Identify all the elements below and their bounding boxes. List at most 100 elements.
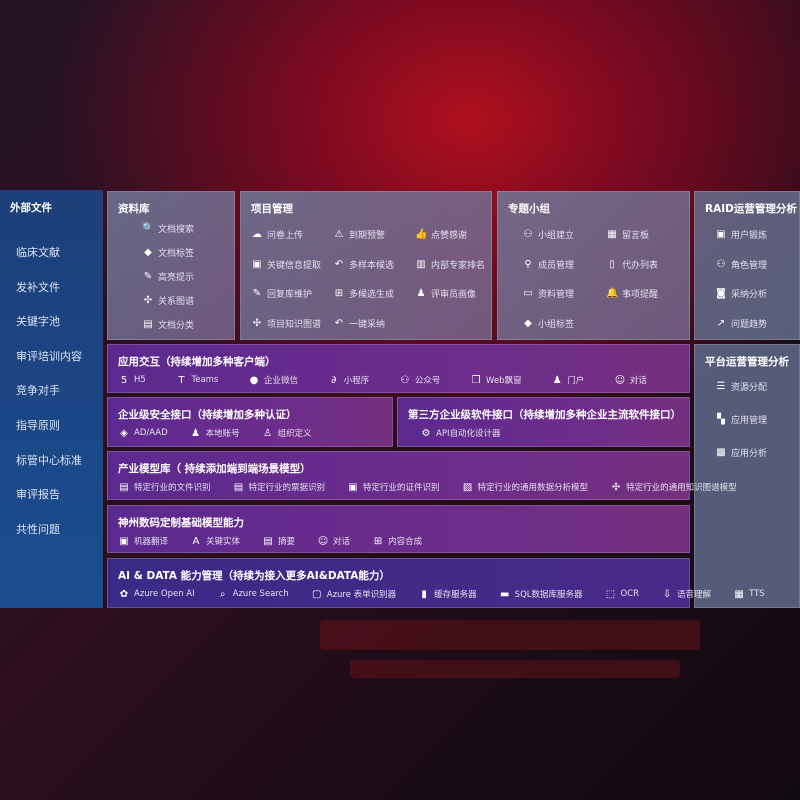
official-account-icon: ⚇ xyxy=(400,374,410,386)
group-item[interactable]: ◆ 小组标签 xyxy=(522,317,574,330)
raid-item[interactable]: ▣ 用户锻炼 xyxy=(715,228,767,241)
interaction-item-label: 对话 xyxy=(629,376,647,386)
aidata-item-label: 语音理解 xyxy=(677,590,712,600)
aidata-item[interactable]: ▮ 缓存服务器 xyxy=(418,588,476,601)
aidata-panel: AI & DATA 能力管理（持续为接入更多AI&DATA能力） ✿ Azure … xyxy=(107,558,765,608)
interaction-item-label: 小程序 xyxy=(343,376,370,386)
sidebar-item[interactable]: 审评培训内容 xyxy=(16,349,82,363)
raid-item[interactable]: ◙ 采纳分析 xyxy=(715,287,767,300)
interaction-item-label: H5 xyxy=(134,375,146,385)
sidebar-item[interactable]: 指导原则 xyxy=(16,419,60,432)
thirdparty-item[interactable]: ⚙ API自动化设计器 xyxy=(420,427,501,440)
library-item-label: 文档搜索 xyxy=(158,225,195,235)
platform-item[interactable]: ▩ 应用分析 xyxy=(715,446,767,459)
aidata-item[interactable]: ▦ TTS xyxy=(733,588,764,600)
platform-item-label: 资源分配 xyxy=(731,383,768,393)
interaction-item[interactable]: ☺ 对话 xyxy=(614,374,647,387)
group-item-label: 事项提醒 xyxy=(622,290,659,300)
interaction-item[interactable]: ∂ 小程序 xyxy=(328,374,370,387)
industry-item[interactable]: ▣ 特定行业的证件识别 xyxy=(347,481,439,494)
trend-icon: ↗ xyxy=(716,317,726,329)
library-panel: 资料库 🔍 文档搜索 ◆ 文档标签 ✎ 高亮提示 ✣ 关系图谱 ▤ 文档分类 xyxy=(107,191,235,340)
base-item[interactable]: ⊞ 内容合成 xyxy=(372,535,423,548)
library-item[interactable]: 🔍 文档搜索 xyxy=(142,222,194,235)
thirdparty-panel: 第三方企业级软件接口（持续增加多种企业主流软件接口） ⚙ API自动化设计器 xyxy=(397,397,690,447)
raid-panel: RAID运营管理分析 ▣ 用户锻炼 ⚇ 角色管理 ◙ 采纳分析 ↗ 问题趋势 xyxy=(694,191,800,340)
library-item[interactable]: ◆ 文档标签 xyxy=(142,246,194,259)
project-item[interactable]: ↶ 多样本候选 xyxy=(333,258,394,271)
project-item[interactable]: ⚠ 到期预警 xyxy=(333,228,386,241)
doc-search-icon: 🔍 xyxy=(142,223,155,234)
base-item[interactable]: ☺ 对话 xyxy=(317,535,350,548)
project-item[interactable]: ♟ 评审员画像 xyxy=(415,287,477,300)
library-item[interactable]: ▤ 文档分类 xyxy=(142,318,194,331)
base-item[interactable]: ▣ 机器翻译 xyxy=(118,535,168,548)
interaction-item[interactable]: ● 企业微信 xyxy=(248,374,298,387)
thumbs-up-icon: 👍 xyxy=(415,229,428,240)
project-item[interactable]: 👍 点赞感谢 xyxy=(415,228,467,241)
project-panel: 项目管理 ☁ 问卷上传 ⚠ 到期预警 👍 点赞感谢 ▣ 关键信息提取 ↶ 多样本候选 ▥ 内部专家排名… xyxy=(240,191,492,340)
list-icon: ☰ xyxy=(716,381,726,392)
group-item-label: 小组建立 xyxy=(538,231,575,241)
group-item[interactable]: ▭ 资料管理 xyxy=(522,287,574,300)
raid-item[interactable]: ↗ 问题趋势 xyxy=(715,317,767,330)
miniprogram-icon: ∂ xyxy=(331,374,337,386)
industry-item[interactable]: ▤ 特定行业的票据识别 xyxy=(233,481,325,494)
project-item[interactable]: ✣ 项目知识图谱 xyxy=(251,317,321,330)
platform-item[interactable]: ☰ 资源分配 xyxy=(715,380,768,393)
interaction-item[interactable]: 5 H5 xyxy=(118,374,146,386)
industry-item[interactable]: ▨ 特定行业的通用数据分析模型 xyxy=(462,481,588,494)
aidata-item[interactable]: ✿ Azure Open AI xyxy=(118,588,195,600)
group-item[interactable]: 🔔 事项提醒 xyxy=(606,287,658,300)
interaction-item[interactable]: ♟ 门户 xyxy=(551,374,585,387)
aidata-item[interactable]: ▬ SQL数据库服务器 xyxy=(499,588,583,601)
interaction-panel: 应用交互（持续增加多种客户端） 5 H5 T Teams ● 企业微信 ∂ 小程序 ⚇ 公众号 ❐ W… xyxy=(107,344,690,393)
aidata-item[interactable]: ⬚ OCR xyxy=(605,588,639,600)
aidata-item[interactable]: ⌕ Azure Search xyxy=(217,588,289,600)
sidebar-item[interactable]: 发补文件 xyxy=(16,280,60,294)
base-item[interactable]: A 关键实体 xyxy=(190,535,240,548)
security-item[interactable]: ♟ 本地账号 xyxy=(190,427,240,440)
interaction-item[interactable]: T Teams xyxy=(175,374,218,386)
interaction-item[interactable]: ⚇ 公众号 xyxy=(399,374,441,387)
platform-item[interactable]: ▚ 应用管理 xyxy=(715,413,767,426)
security-title: 企业级安全接口（持续增加多种认证） xyxy=(118,409,297,421)
project-item[interactable]: ☁ 问卷上传 xyxy=(251,228,303,241)
project-item[interactable]: ↶ 一键采纳 xyxy=(333,317,385,330)
aidata-item[interactable]: ⇩ 语音理解 xyxy=(661,588,712,601)
library-item[interactable]: ✎ 高亮提示 xyxy=(142,270,194,283)
library-item[interactable]: ✣ 关系图谱 xyxy=(142,294,194,307)
project-item[interactable]: ▣ 关键信息提取 xyxy=(251,258,321,271)
base-item[interactable]: ▤ 摘要 xyxy=(262,535,295,548)
project-item-label: 多候选生成 xyxy=(349,290,395,300)
project-item[interactable]: ⊞ 多候选生成 xyxy=(333,287,394,300)
teams-icon: T xyxy=(178,374,185,386)
interaction-item-label: 公众号 xyxy=(414,376,441,386)
group-item[interactable]: ⚇ 小组建立 xyxy=(522,228,575,241)
raid-item[interactable]: ⚇ 角色管理 xyxy=(715,258,768,271)
interaction-item[interactable]: ❐ Web飘窗 xyxy=(470,374,522,387)
chat-icon: ☺ xyxy=(614,374,626,386)
sidebar-item[interactable]: 竞争对手 xyxy=(16,384,60,398)
sidebar-item[interactable]: 临床文献 xyxy=(16,246,60,259)
project-item[interactable]: ✎ 回复库维护 xyxy=(251,287,312,300)
alarm-icon: ⚠ xyxy=(334,229,344,240)
group-item[interactable]: ▯ 代办列表 xyxy=(606,258,658,271)
reflection xyxy=(320,620,700,650)
project-item[interactable]: ▥ 内部专家排名 xyxy=(415,258,485,271)
industry-item[interactable]: ▤ 特定行业的文件识别 xyxy=(118,481,210,494)
project-item-label: 问卷上传 xyxy=(267,231,304,241)
industry-item[interactable]: ✣ 特定行业的通用知识图谱模型 xyxy=(610,481,737,494)
group-item[interactable]: ▦ 留言板 xyxy=(606,228,649,241)
chart-icon: ▩ xyxy=(716,447,726,458)
group-item[interactable]: ⚲ 成员管理 xyxy=(522,258,574,271)
tag-icon: ◆ xyxy=(144,247,152,258)
aidata-item[interactable]: ▢ Azure 表单识别器 xyxy=(311,588,396,601)
sidebar-item[interactable]: 审评报告 xyxy=(16,488,60,502)
sidebar-item[interactable]: 关键字池 xyxy=(16,315,60,329)
security-item[interactable]: ◈ AD/AAD xyxy=(118,427,168,439)
sidebar-item[interactable]: 共性问题 xyxy=(16,522,60,536)
security-item[interactable]: ♙ 组织定义 xyxy=(262,427,312,440)
base-item-label: 内容合成 xyxy=(388,537,423,547)
sidebar-item[interactable]: 标管中心标准 xyxy=(16,453,82,467)
